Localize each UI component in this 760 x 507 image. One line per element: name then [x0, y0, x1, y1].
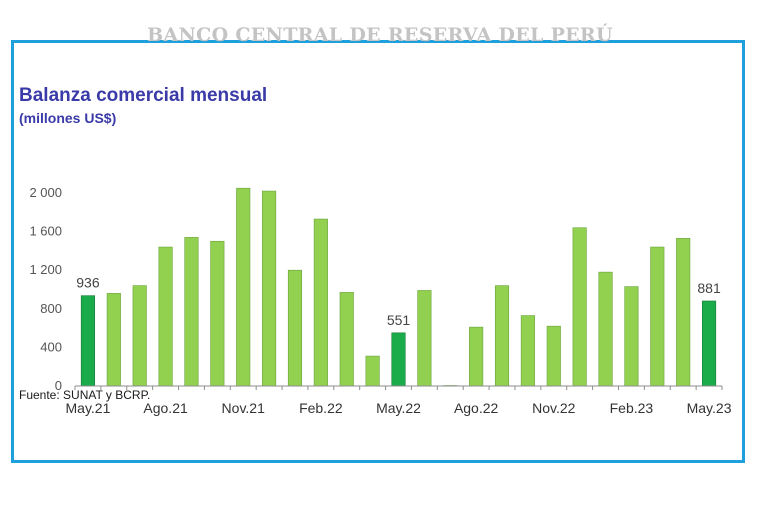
bar-oct-21: [210, 240, 225, 387]
bar-ene-23: [598, 271, 613, 387]
bar-abr-23: [676, 238, 691, 387]
x-tick-label: Nov.21: [222, 400, 266, 416]
y-tick-label: 2 000: [29, 185, 62, 200]
x-tick-label: Feb.23: [610, 400, 654, 416]
data-label: 936: [76, 275, 100, 291]
data-label: 881: [697, 280, 721, 296]
chart-title: Balanza comercial mensual: [19, 85, 268, 106]
x-tick-label: May.22: [376, 400, 421, 416]
bar-dic-22: [572, 227, 587, 387]
x-tick-label: Nov.22: [532, 400, 576, 416]
x-tick-label: May.21: [66, 400, 111, 416]
x-tick-label: Ago.21: [143, 400, 188, 416]
bar-feb-23: [624, 286, 639, 387]
bar-jun-22: [417, 290, 432, 387]
x-tick-label: Feb.22: [299, 400, 343, 416]
source-note: Fuente: SUNAT y BCRP.: [19, 388, 151, 402]
bar-mar-22: [339, 292, 354, 387]
x-tick-label: May.23: [687, 400, 732, 416]
bar-jul-21: [132, 285, 147, 387]
y-tick-label: 800: [40, 301, 62, 316]
bar-ago-22: [469, 326, 484, 387]
bar-ago-21: [158, 246, 173, 387]
bar-abr-22: [365, 355, 380, 387]
bar-nov-22: [546, 325, 561, 387]
y-tick-label: 1 200: [29, 262, 62, 277]
bar-may-23: [702, 300, 717, 387]
bar-jun-21: [106, 293, 121, 387]
bar-may-21: [80, 295, 95, 387]
bar-mar-23: [650, 246, 665, 387]
bar-ene-22: [287, 269, 303, 387]
chart-frame: [11, 40, 745, 463]
y-tick-label: 1 600: [29, 224, 62, 239]
bar-may-22: [391, 332, 406, 387]
bar-sep-21: [184, 237, 199, 387]
y-tick-label: 0: [55, 378, 62, 393]
bank-name-header: BANCO CENTRAL DE RESERVA DEL PERÚ: [147, 24, 613, 46]
bar-sep-22: [494, 285, 510, 387]
y-tick-label: 400: [40, 339, 62, 354]
bar-oct-22: [520, 315, 535, 387]
x-tick-label: Ago.22: [454, 400, 499, 416]
bar-feb-22: [313, 218, 328, 387]
chart-subtitle: (millones US$): [19, 110, 117, 126]
bar-nov-21: [236, 187, 251, 387]
bar-dic-21: [262, 190, 277, 387]
data-label: 551: [387, 312, 411, 328]
